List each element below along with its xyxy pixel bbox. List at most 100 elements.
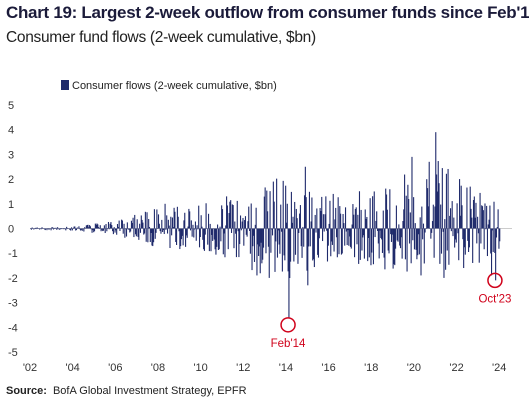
flow-bar (383, 228, 385, 258)
flow-bar (472, 200, 475, 229)
flow-bar (230, 200, 232, 229)
flow-bar (363, 228, 365, 236)
flow-bar (220, 228, 222, 242)
flow-bar (162, 228, 164, 233)
flow-bar (444, 219, 446, 229)
flow-bar (408, 199, 410, 229)
flow-bar (121, 220, 123, 229)
flow-bar (230, 228, 233, 233)
flow-bar (310, 221, 312, 229)
flow-bar (421, 206, 423, 229)
flow-bar (463, 228, 466, 248)
y-tick-label: -1 (8, 248, 18, 260)
flow-bar (201, 226, 203, 229)
y-tick-label: 1 (8, 199, 14, 211)
flow-bar (345, 228, 347, 232)
flow-bar (419, 217, 421, 229)
flow-bar (213, 228, 215, 240)
flow-bar (478, 228, 480, 263)
flow-bar (342, 214, 344, 229)
flow-bar (256, 228, 258, 276)
flow-bar (434, 206, 436, 229)
flow-bar (174, 211, 176, 229)
flow-bar (348, 228, 350, 246)
flow-bar (158, 223, 160, 229)
flow-bar (164, 203, 166, 229)
flow-bar (483, 228, 485, 250)
flow-bar (278, 228, 280, 245)
flow-bar (226, 196, 228, 229)
flow-bar (440, 228, 443, 254)
flow-bar (430, 228, 432, 239)
flow-bar (79, 228, 81, 230)
flow-bar (271, 228, 273, 230)
flow-bar (393, 228, 395, 265)
flow-bar (190, 220, 192, 229)
flow-bar (94, 223, 96, 229)
flow-bar (41, 227, 43, 229)
flow-bar (267, 211, 269, 229)
flow-bar (361, 228, 363, 251)
flow-bar (117, 226, 119, 229)
flow-bar (499, 228, 501, 242)
flow-bar (349, 228, 351, 237)
flow-bar (338, 228, 340, 255)
flow-bar (66, 226, 68, 229)
flow-bar (50, 228, 52, 231)
flow-bar (215, 228, 217, 255)
flow-bar (486, 228, 488, 257)
flow-bar (283, 228, 285, 256)
flow-bar (290, 228, 292, 262)
flow-bar (260, 228, 262, 243)
flow-bar (135, 228, 137, 235)
flow-bar (191, 228, 193, 237)
flow-bar (247, 221, 249, 229)
flow-bar (399, 228, 401, 246)
flow-bar (183, 220, 185, 229)
flow-bar (257, 228, 259, 245)
flow-bar (115, 228, 117, 231)
flow-bar (372, 196, 374, 229)
flow-bar (490, 228, 492, 254)
flow-bar (189, 211, 191, 229)
flow-bar (487, 224, 489, 229)
flow-bar (389, 189, 391, 229)
flow-bar (331, 228, 333, 242)
flow-bar (130, 228, 132, 232)
flow-bar (442, 228, 444, 232)
flow-bar (433, 228, 435, 258)
flow-bar (139, 223, 141, 229)
flow-bar (57, 227, 59, 229)
flow-bar (243, 228, 245, 246)
flow-bar (281, 228, 283, 272)
flow-bar (251, 228, 253, 271)
flow-bar (232, 205, 234, 229)
flow-bar (422, 223, 425, 229)
flow-bar (445, 228, 447, 270)
flow-bar (306, 228, 308, 271)
flow-bar (371, 228, 373, 253)
flow-bar (83, 228, 85, 232)
flow-bar (180, 228, 182, 247)
flow-bar (482, 210, 484, 229)
flow-bar (379, 228, 381, 231)
flow-bar (53, 227, 55, 229)
y-tick-label: 2 (8, 174, 14, 186)
flow-bar (355, 207, 357, 229)
flow-bar (59, 228, 61, 230)
flow-bar (413, 197, 415, 229)
flow-bar (330, 228, 332, 257)
flow-bar (404, 174, 406, 229)
flow-bar (153, 228, 155, 243)
flow-bar (176, 206, 178, 229)
flow-bar (464, 228, 466, 255)
source-note: Source: BofA Global Investment Strategy, … (6, 385, 247, 397)
flow-bar (200, 215, 202, 229)
flow-bar (48, 228, 50, 230)
flow-bar (377, 228, 379, 244)
flow-bar (167, 219, 169, 229)
flow-bar (460, 185, 462, 229)
flow-bar (305, 197, 307, 229)
flow-bar (454, 228, 457, 240)
flow-bar (141, 219, 143, 229)
